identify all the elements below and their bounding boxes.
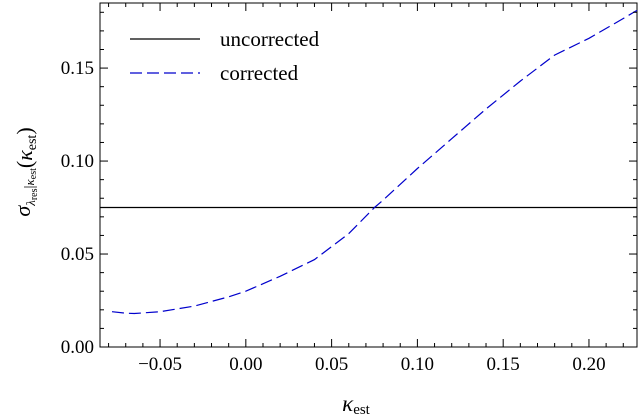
y-axis-title: σλres|κest(κest) [10,127,40,216]
axis-ticks: −0.05 0.00 0.05 0.10 0.15 0.20 0.00 0.05 0.10 0.1… [61,3,637,375]
plot-area [99,2,638,348]
x-tick-label: 0.05 [315,354,348,375]
y-tick-label: 0.00 [61,337,94,358]
series-line-corrected [111,9,638,315]
plot-frame [99,2,638,348]
series-group [100,9,638,315]
legend: uncorrected corrected [130,27,320,85]
x-tick-label: 0.15 [487,354,520,375]
y-tick-label: 0.10 [61,151,94,172]
x-axis-title: κest [342,391,371,418]
legend-label-uncorrected: uncorrected [220,27,320,51]
y-tick-label: 0.15 [61,58,94,79]
y-tick-label: 0.05 [61,244,94,265]
legend-label-corrected: corrected [220,61,299,85]
x-tick-label: 0.00 [229,354,262,375]
x-tick-label: 0.20 [572,354,605,375]
x-tick-label: −0.05 [138,354,182,375]
x-tick-label: 0.10 [401,354,434,375]
